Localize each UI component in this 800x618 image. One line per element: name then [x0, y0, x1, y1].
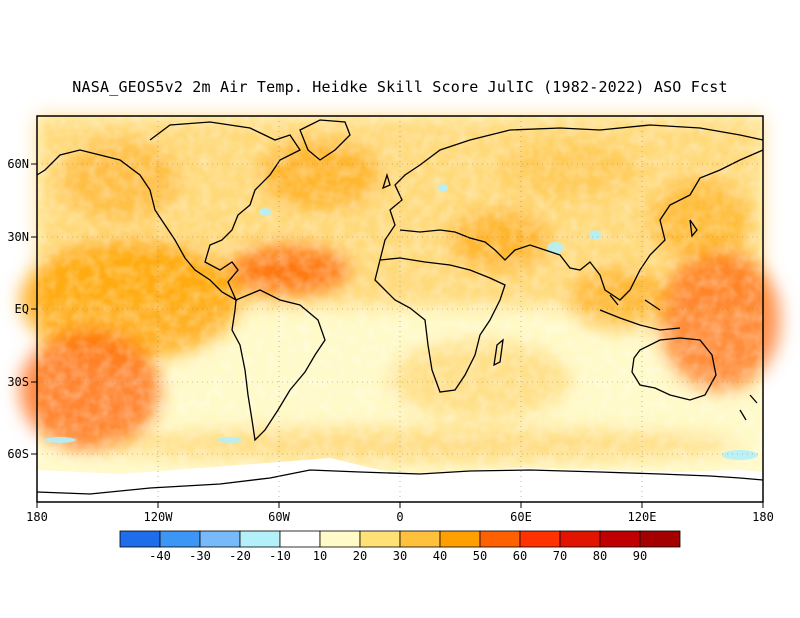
colorbar-tick-label: 10 [313, 549, 327, 563]
colorbar-tick-label: 80 [593, 549, 607, 563]
lon-label-120e: 120E [628, 510, 657, 524]
colorbar-swatch [359, 530, 401, 548]
map-title: NASA_GEOS5v2 2m Air Temp. Heidke Skill S… [72, 78, 728, 96]
colorbar-tick-label: 60 [513, 549, 527, 563]
coastlines [36, 119, 764, 495]
lat-label-60n: 60N [7, 157, 29, 171]
colorbar-swatch [399, 530, 441, 548]
colorbar-tick-label: -10 [269, 549, 291, 563]
colorbar-tick-label: 40 [433, 549, 447, 563]
lon-label-180e: 180 [752, 510, 774, 524]
axis-ticks [31, 163, 764, 508]
lon-label-60w: 60W [268, 510, 290, 524]
colorbar-swatch [639, 530, 681, 548]
colorbar-swatch [279, 530, 321, 548]
lat-label-30s: 30S [7, 375, 29, 389]
lon-label-120w: 120W [144, 510, 174, 524]
colorbar-swatch [159, 530, 201, 548]
colorbar-tick-label: -40 [149, 549, 171, 563]
colorbar-tick-label: 50 [473, 549, 487, 563]
colorbar-swatch [479, 530, 521, 548]
lon-label-60e: 60E [510, 510, 532, 524]
lat-label-eq: EQ [15, 302, 29, 316]
lat-label-60s: 60S [7, 447, 29, 461]
colorbar-tick-label: 70 [553, 549, 567, 563]
colorbar-tick-label: -30 [189, 549, 211, 563]
colorbar-tick-label: 30 [393, 549, 407, 563]
colorbar-swatch [599, 530, 641, 548]
colorbar-swatch [119, 530, 161, 548]
colorbar-swatch [239, 530, 281, 548]
colorbar-labels: -40 -30 -20 -10 10 20 30 40 50 60 70 80 90 [149, 549, 647, 563]
colorbar-tick-label: 20 [353, 549, 367, 563]
colorbar-tick-label: -20 [229, 549, 251, 563]
colorbar-swatch [199, 530, 241, 548]
colorbar-swatch [519, 530, 561, 548]
colorbar-tick-label: 90 [633, 549, 647, 563]
colorbar-swatch [559, 530, 601, 548]
colorbar-swatch [319, 530, 361, 548]
colorbar [119, 530, 681, 548]
skill-field [20, 116, 780, 502]
graticule [37, 116, 763, 502]
lon-label-0: 0 [396, 510, 403, 524]
lon-label-180w: 180 [26, 510, 48, 524]
colorbar-swatch [439, 530, 481, 548]
lat-label-30n: 30N [7, 230, 29, 244]
